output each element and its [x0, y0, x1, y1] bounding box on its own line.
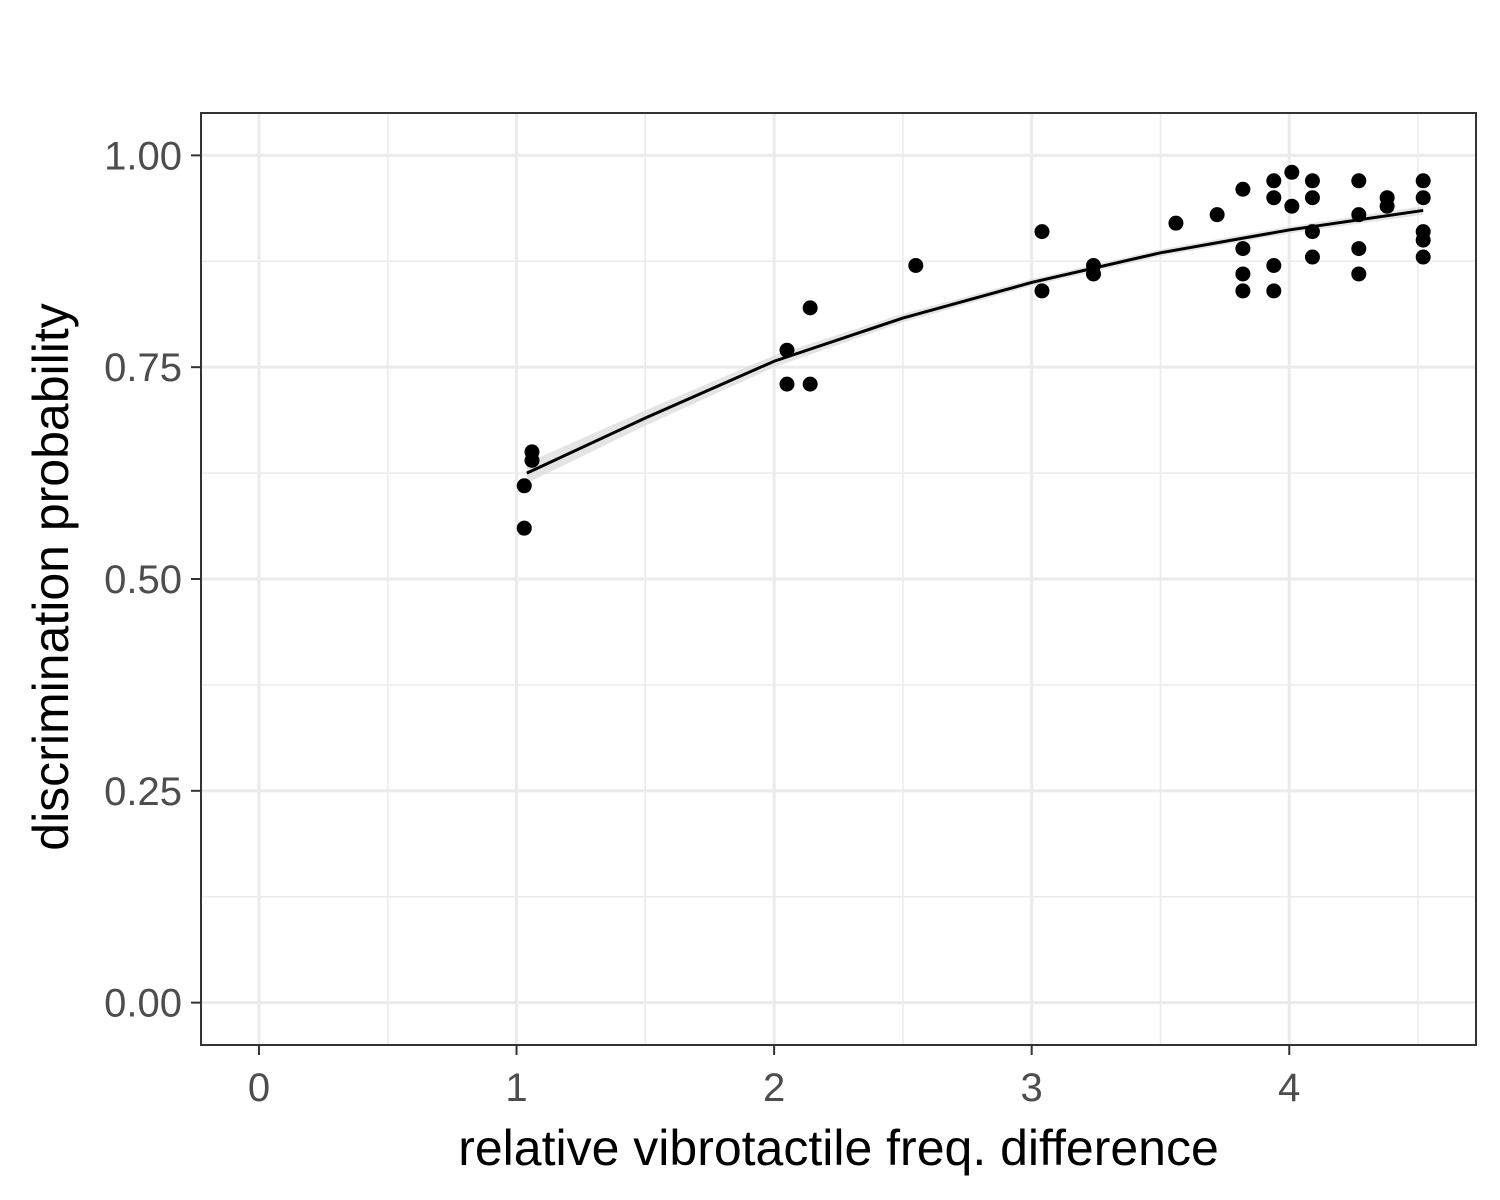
data-point	[1351, 173, 1367, 189]
fit-line	[526, 208, 1424, 475]
data-point	[1235, 181, 1251, 197]
data-point	[1415, 173, 1431, 189]
data-point	[1415, 190, 1431, 206]
x-tick-label: 4	[1278, 1066, 1300, 1110]
y-axis-title: discrimination probability	[23, 303, 79, 850]
y-tick-label: 1.00	[104, 134, 182, 178]
data-point	[802, 300, 818, 316]
y-tick-label: 0.75	[104, 346, 182, 390]
data-point	[1266, 173, 1282, 189]
data-point	[1304, 249, 1320, 265]
data-point	[1284, 164, 1300, 180]
data-point	[802, 376, 818, 392]
x-tick-label: 2	[763, 1066, 785, 1110]
x-tick-label: 1	[505, 1066, 527, 1110]
data-point	[516, 478, 532, 494]
data-points	[516, 164, 1431, 536]
y-tick-label: 0.25	[104, 770, 182, 814]
data-point	[1415, 249, 1431, 265]
x-axis-title: relative vibrotactile freq. difference	[458, 1120, 1219, 1176]
data-point	[779, 342, 795, 358]
data-point	[1266, 190, 1282, 206]
data-point	[1168, 215, 1184, 231]
data-point	[524, 452, 540, 468]
data-point	[779, 376, 795, 392]
data-point	[1266, 283, 1282, 299]
data-point	[1351, 241, 1367, 257]
data-point	[1304, 190, 1320, 206]
data-point	[1266, 258, 1282, 274]
data-point	[1304, 224, 1320, 240]
data-point	[516, 520, 532, 536]
data-point	[1415, 232, 1431, 248]
data-point	[1351, 266, 1367, 282]
y-tick-label: 0.00	[104, 982, 182, 1026]
data-point	[1284, 198, 1300, 214]
data-point	[1351, 207, 1367, 223]
major-gridlines	[201, 113, 1476, 1045]
data-point	[1235, 266, 1251, 282]
data-point	[1034, 283, 1050, 299]
data-point	[1209, 207, 1225, 223]
x-axis-ticks: 0 1 2 3 4	[248, 1045, 1300, 1110]
data-point	[1379, 198, 1395, 214]
data-point	[1235, 241, 1251, 257]
data-point	[1086, 266, 1101, 282]
fit-line-layer	[526, 208, 1424, 475]
data-point	[1235, 283, 1251, 299]
x-tick-label: 0	[248, 1066, 270, 1110]
data-point	[1034, 224, 1050, 240]
data-point	[1304, 173, 1320, 189]
data-point	[908, 258, 924, 274]
y-tick-label: 0.50	[104, 558, 182, 602]
y-axis-ticks: 0.00 0.25 0.50 0.75 1.00	[104, 134, 201, 1026]
x-tick-label: 3	[1021, 1066, 1043, 1110]
